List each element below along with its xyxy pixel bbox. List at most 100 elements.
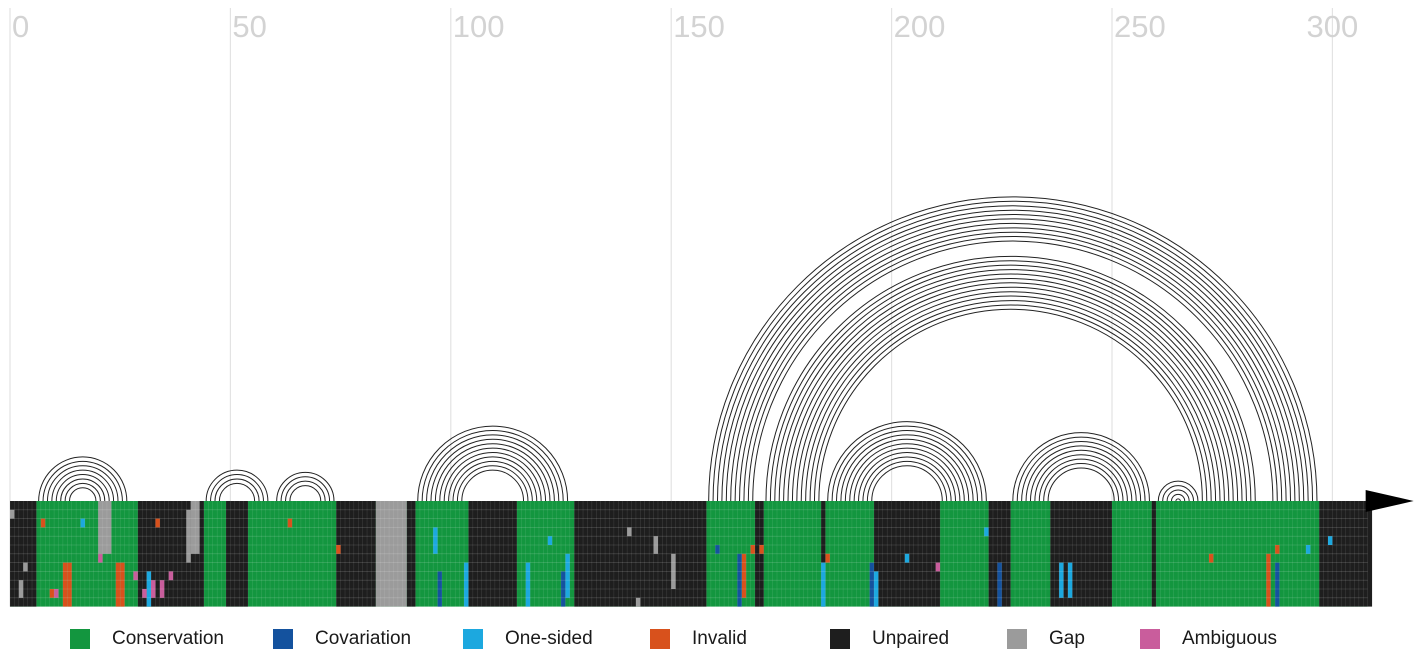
unpaired-block	[988, 501, 1011, 607]
tick-label: 100	[453, 9, 505, 44]
cell-one-sided	[80, 518, 85, 528]
legend-item-ambiguous: Ambiguous	[1140, 628, 1277, 650]
helix-arc	[818, 309, 1203, 502]
legend-label: Covariation	[315, 628, 412, 649]
helix-arc	[713, 201, 1312, 501]
helix-arc	[60, 478, 106, 502]
cell-invalid	[750, 545, 755, 554]
position-axis-ticks: 0 50 100 150 200 250 300	[12, 9, 1358, 44]
helix-arc	[708, 197, 1318, 502]
cell-gap	[10, 509, 15, 519]
helix-arc	[214, 478, 260, 502]
helix-arc	[747, 236, 1278, 502]
cell-one-sided	[984, 527, 989, 537]
helix-arc	[849, 443, 965, 502]
helix-arc	[1012, 432, 1150, 502]
cell-gap	[18, 580, 24, 598]
helix-arc	[858, 452, 957, 502]
cell-ambiguous	[159, 580, 165, 598]
helix-arc	[443, 452, 542, 502]
helix-arc	[765, 255, 1256, 502]
cell-ambiguous	[98, 553, 103, 563]
gap-block	[98, 501, 112, 554]
helix-arc	[218, 482, 256, 502]
helix-arc	[871, 465, 943, 502]
helix-arc	[831, 425, 983, 502]
helix-arc-group	[417, 425, 569, 502]
unpaired-block	[574, 501, 707, 607]
helix-arc	[426, 434, 560, 502]
helix-arc	[743, 231, 1283, 502]
helix-arc	[1025, 445, 1137, 502]
helix-arc	[1157, 480, 1199, 502]
helix-arc	[721, 209, 1305, 502]
cell-one-sided	[1059, 562, 1064, 598]
cell-covariation	[561, 571, 566, 607]
helix-arc	[64, 482, 101, 502]
cell-covariation	[997, 562, 1002, 607]
helix-arc	[1162, 485, 1195, 502]
helix-arc	[1043, 463, 1120, 502]
helix-arc	[430, 438, 555, 502]
helix-arc	[439, 447, 547, 502]
helix-arc	[1166, 489, 1190, 502]
tick-label: 200	[894, 9, 946, 44]
helix-arc	[739, 227, 1287, 502]
helix-arc	[1034, 454, 1128, 502]
unpaired-block	[1319, 501, 1373, 607]
cell-invalid	[40, 518, 46, 528]
helix-arc	[769, 261, 1252, 502]
cell-gap	[671, 553, 676, 589]
cell-covariation	[737, 553, 742, 607]
cell-ambiguous	[142, 589, 147, 598]
matrix-gridlines	[9, 501, 1368, 607]
cell-one-sided	[433, 527, 438, 554]
helix-arc	[55, 474, 110, 502]
cell-invalid	[67, 562, 72, 607]
tick-label: 300	[1307, 9, 1359, 44]
cell-invalid	[741, 553, 747, 598]
cell-invalid	[1275, 545, 1280, 554]
helix-arc-group	[1012, 432, 1150, 502]
helix-arc	[1016, 437, 1146, 502]
tick-label: 250	[1114, 9, 1166, 44]
direction-arrowhead	[1365, 490, 1414, 512]
helix-arc	[205, 469, 269, 502]
legend-label: One-sided	[505, 628, 593, 649]
legend-swatch-one-sided	[463, 629, 483, 649]
legend-item-conservation: Conservation	[70, 628, 224, 650]
helix-arc	[280, 476, 331, 502]
helix-arc	[787, 277, 1234, 502]
legend-label: Unpaired	[872, 628, 950, 649]
helix-arc-group	[1157, 480, 1199, 502]
helix-arc	[805, 295, 1217, 502]
helix-arc-group	[765, 255, 1256, 502]
cell-ambiguous	[54, 589, 59, 598]
helix-arc	[1047, 467, 1115, 502]
cell-invalid	[115, 562, 121, 607]
helix-arc	[853, 447, 961, 502]
helix-arc	[434, 443, 551, 502]
legend-label: Ambiguous	[1182, 628, 1278, 649]
helix-arc	[285, 480, 326, 502]
unpaired-block	[1151, 501, 1157, 607]
helix-arc	[289, 485, 322, 502]
cell-ambiguous	[168, 571, 174, 581]
helix-arc	[417, 425, 569, 502]
tick-label: 150	[673, 9, 725, 44]
legend-label: Conservation	[112, 628, 224, 649]
cell-one-sided	[464, 562, 469, 607]
legend-swatch-ambiguous	[1140, 629, 1160, 649]
legend-swatch-invalid	[650, 629, 670, 649]
unpaired-block	[225, 501, 249, 607]
cell-one-sided	[1305, 545, 1311, 554]
legend-swatch-covariation	[273, 629, 293, 649]
cell-covariation	[1275, 562, 1280, 607]
helix-arc	[844, 438, 970, 502]
cell-gap	[653, 536, 658, 554]
cell-gap	[186, 509, 191, 563]
cell-one-sided	[821, 562, 826, 607]
legend: Conservation Covariation One-sided Inval…	[0, 628, 1419, 656]
cell-gap	[627, 527, 632, 537]
cell-invalid	[49, 589, 55, 598]
